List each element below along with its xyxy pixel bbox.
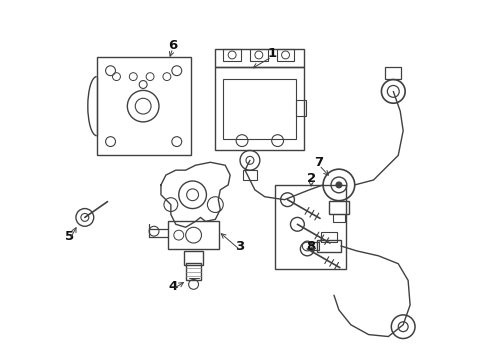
Bar bbox=[243, 170, 256, 180]
Bar bbox=[215, 67, 304, 150]
Text: 4: 4 bbox=[168, 280, 177, 293]
Bar bbox=[321, 232, 336, 242]
Bar bbox=[385, 67, 400, 78]
Bar bbox=[223, 49, 241, 61]
Text: 7: 7 bbox=[314, 156, 323, 169]
Bar bbox=[274, 185, 345, 269]
Bar bbox=[296, 100, 305, 116]
Text: 2: 2 bbox=[306, 171, 315, 185]
Bar bbox=[276, 49, 294, 61]
Bar bbox=[328, 201, 348, 215]
Bar bbox=[183, 251, 203, 265]
Text: 8: 8 bbox=[306, 240, 315, 253]
Bar bbox=[249, 49, 267, 61]
Bar bbox=[185, 263, 201, 280]
Bar bbox=[223, 78, 296, 139]
Text: 6: 6 bbox=[168, 39, 177, 51]
Text: 1: 1 bbox=[266, 48, 276, 60]
Bar bbox=[332, 215, 344, 222]
Text: 3: 3 bbox=[235, 240, 244, 253]
Bar bbox=[215, 49, 304, 67]
Bar bbox=[167, 221, 219, 249]
Text: 5: 5 bbox=[65, 230, 74, 243]
Circle shape bbox=[335, 182, 341, 188]
Bar bbox=[97, 57, 190, 156]
Bar bbox=[308, 242, 319, 250]
Bar bbox=[317, 240, 340, 252]
